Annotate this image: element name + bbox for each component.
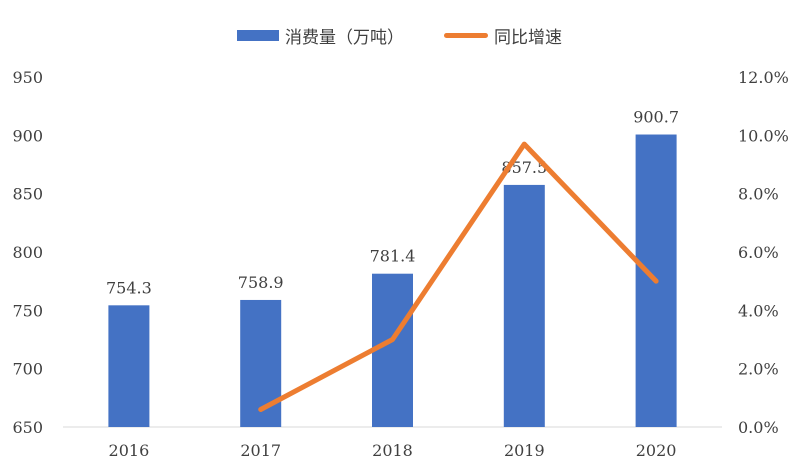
y-right-tick-label: 0.0% — [738, 418, 779, 437]
chart-legend: 消费量（万吨） 同比增速 — [0, 22, 799, 48]
legend-item-growth: 同比增速 — [444, 23, 562, 48]
bar — [108, 305, 150, 427]
growth-line — [258, 141, 659, 412]
bar-data-label: 900.7 — [633, 108, 679, 127]
y-left-tick-label: 800 — [12, 243, 43, 262]
bar-data-label: 754.3 — [106, 278, 152, 297]
bar-data-label: 781.4 — [370, 247, 416, 266]
legend-label-growth: 同比增速 — [494, 27, 562, 48]
y-right-tick-label: 8.0% — [738, 185, 779, 204]
y-left-tick-label: 850 — [12, 185, 43, 204]
y-left-tick-label: 750 — [12, 301, 43, 320]
y-right-tick-label: 6.0% — [738, 243, 779, 262]
y-right-tick-label: 12.0% — [738, 68, 789, 87]
legend-label-consumption: 消费量（万吨） — [285, 27, 404, 48]
legend-swatch-bar — [237, 29, 279, 41]
y-left-tick-label: 700 — [12, 360, 43, 379]
y-left-tick-label: 900 — [12, 126, 43, 145]
x-tick-label: 2019 — [504, 441, 545, 460]
x-tick-label: 2017 — [240, 441, 281, 460]
x-tick-label: 2016 — [109, 441, 150, 460]
bar — [503, 184, 545, 427]
y-right-tick-label: 2.0% — [738, 360, 779, 379]
y-left-tick-label: 650 — [12, 418, 43, 437]
bar — [372, 273, 413, 427]
legend-swatch-line — [444, 32, 488, 38]
bar — [240, 299, 282, 427]
y-right-tick-label: 10.0% — [738, 126, 789, 145]
x-tick-label: 2018 — [372, 441, 413, 460]
y-left-tick-label: 950 — [12, 68, 43, 87]
bar-data-label: 758.9 — [238, 273, 284, 292]
x-tick-label: 2020 — [636, 441, 677, 460]
legend-item-consumption: 消费量（万吨） — [237, 23, 404, 48]
y-right-tick-label: 4.0% — [738, 301, 779, 320]
